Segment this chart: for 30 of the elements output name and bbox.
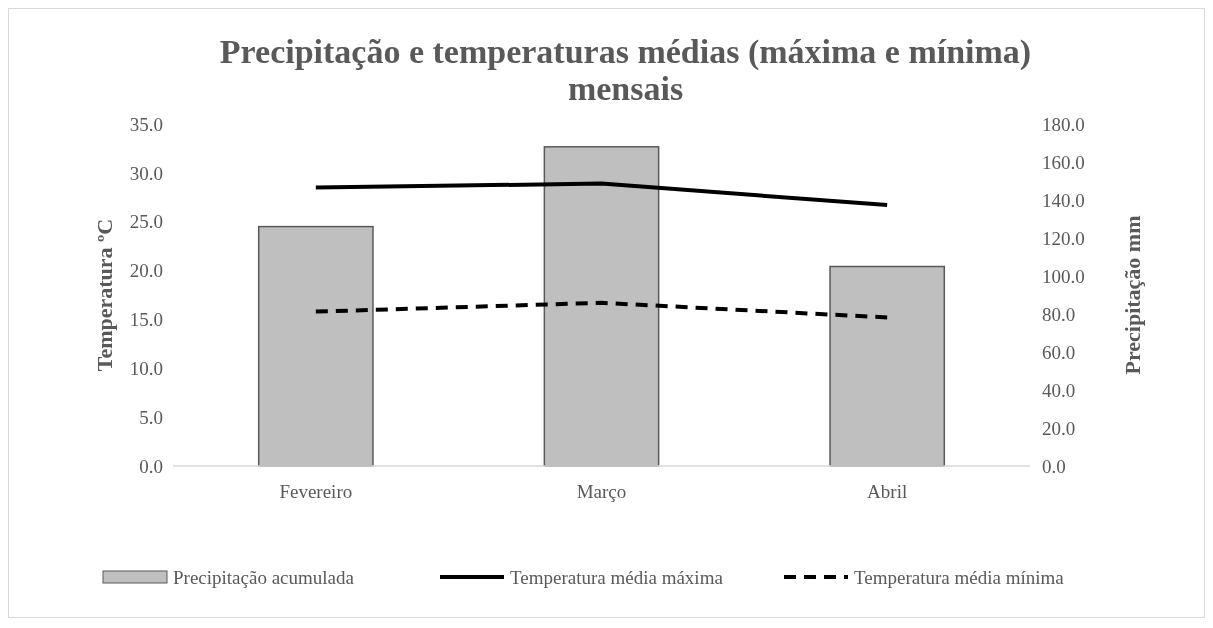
y2-tick-label: 120.0 [1042, 227, 1085, 249]
y-tick-label: 30.0 [129, 162, 163, 184]
y-tick-label: 10.0 [129, 357, 163, 379]
y-axis-title: Temperatura ºC [92, 218, 117, 372]
x-tick-label: Março [576, 481, 627, 502]
chart-title: Precipitação e temperaturas médias (máxima e mínima) mensais [219, 33, 1032, 107]
y-tick-label: 25.0 [129, 211, 163, 233]
bar [829, 265, 946, 467]
y2-tick-label: 60.0 [1042, 341, 1076, 363]
y-tick-label: 35.0 [129, 113, 163, 135]
legend-label: Temperatura média máxima [510, 566, 724, 588]
y2-tick-label: 100.0 [1042, 265, 1085, 287]
y2-tick-label: 140.0 [1042, 189, 1085, 211]
y-tick-label: 0.0 [139, 455, 163, 477]
y2-tick-label: 0.0 [1042, 455, 1066, 477]
y2-tick-label: 20.0 [1042, 417, 1076, 439]
x-tick-label: Fevereiro [279, 481, 353, 502]
bar [257, 225, 374, 467]
y2-tick-label: 80.0 [1042, 303, 1076, 325]
y2-tick-label: 40.0 [1042, 379, 1076, 401]
y-tick-label: 15.0 [129, 309, 163, 331]
y-tick-label: 5.0 [139, 406, 163, 428]
y2-axis-title: Precipitação mm [1120, 215, 1145, 375]
y-tick-label: 20.0 [129, 260, 163, 282]
y2-tick-label: 160.0 [1042, 151, 1085, 173]
bar [543, 146, 660, 467]
x-tick-label: Abril [867, 481, 908, 502]
legend-label: Temperatura média mínima [854, 566, 1065, 588]
y2-tick-label: 180.0 [1042, 113, 1085, 135]
legend-label: Precipitação acumulada [173, 566, 355, 588]
